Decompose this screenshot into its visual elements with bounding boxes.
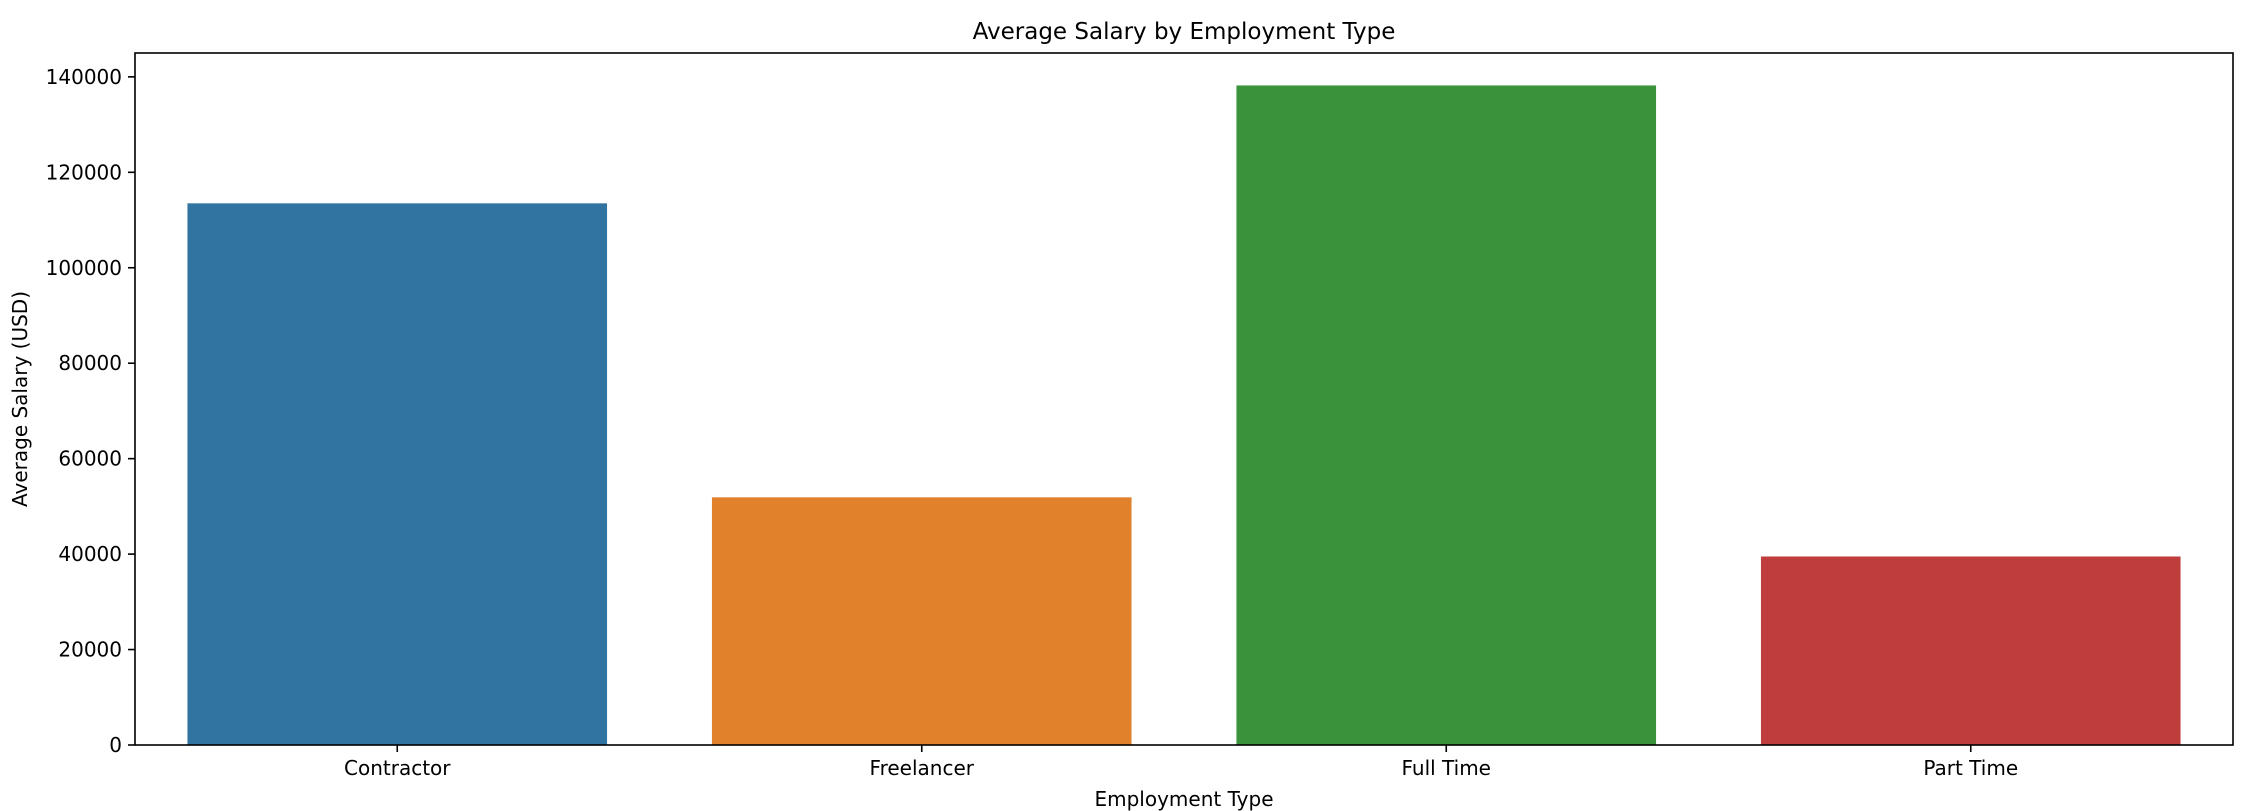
y-tick-label: 20000: [58, 638, 122, 662]
y-tick-label: 0: [109, 733, 122, 757]
y-tick-label: 140000: [46, 65, 122, 89]
x-tick-label: Part Time: [1923, 756, 2018, 780]
bar-contractor: [187, 203, 608, 745]
y-tick-label: 80000: [58, 351, 122, 375]
x-axis-label: Employment Type: [1094, 787, 1273, 811]
y-tick-label: 100000: [46, 256, 122, 280]
y-axis-ticks: 0 20000 40000 60000 80000 100000 120000 140000: [46, 65, 135, 757]
x-tick-label: Full Time: [1401, 756, 1491, 780]
y-tick-label: 120000: [46, 160, 122, 184]
y-axis-label: Average Salary (USD): [8, 291, 32, 507]
y-tick-label: 40000: [58, 542, 122, 566]
x-axis-ticks: Contractor Freelancer Full Time Part Time: [344, 745, 2018, 780]
y-tick-label: 60000: [58, 447, 122, 471]
chart-title: Average Salary by Employment Type: [973, 19, 1396, 45]
bar-full-time: [1236, 85, 1657, 746]
bar-part-time: [1760, 556, 2181, 745]
x-tick-label: Freelancer: [870, 756, 975, 780]
bar-freelancer: [711, 497, 1132, 745]
plot-frame: [134, 52, 2234, 746]
bars-group: [187, 85, 2181, 746]
x-tick-label: Contractor: [344, 756, 451, 780]
